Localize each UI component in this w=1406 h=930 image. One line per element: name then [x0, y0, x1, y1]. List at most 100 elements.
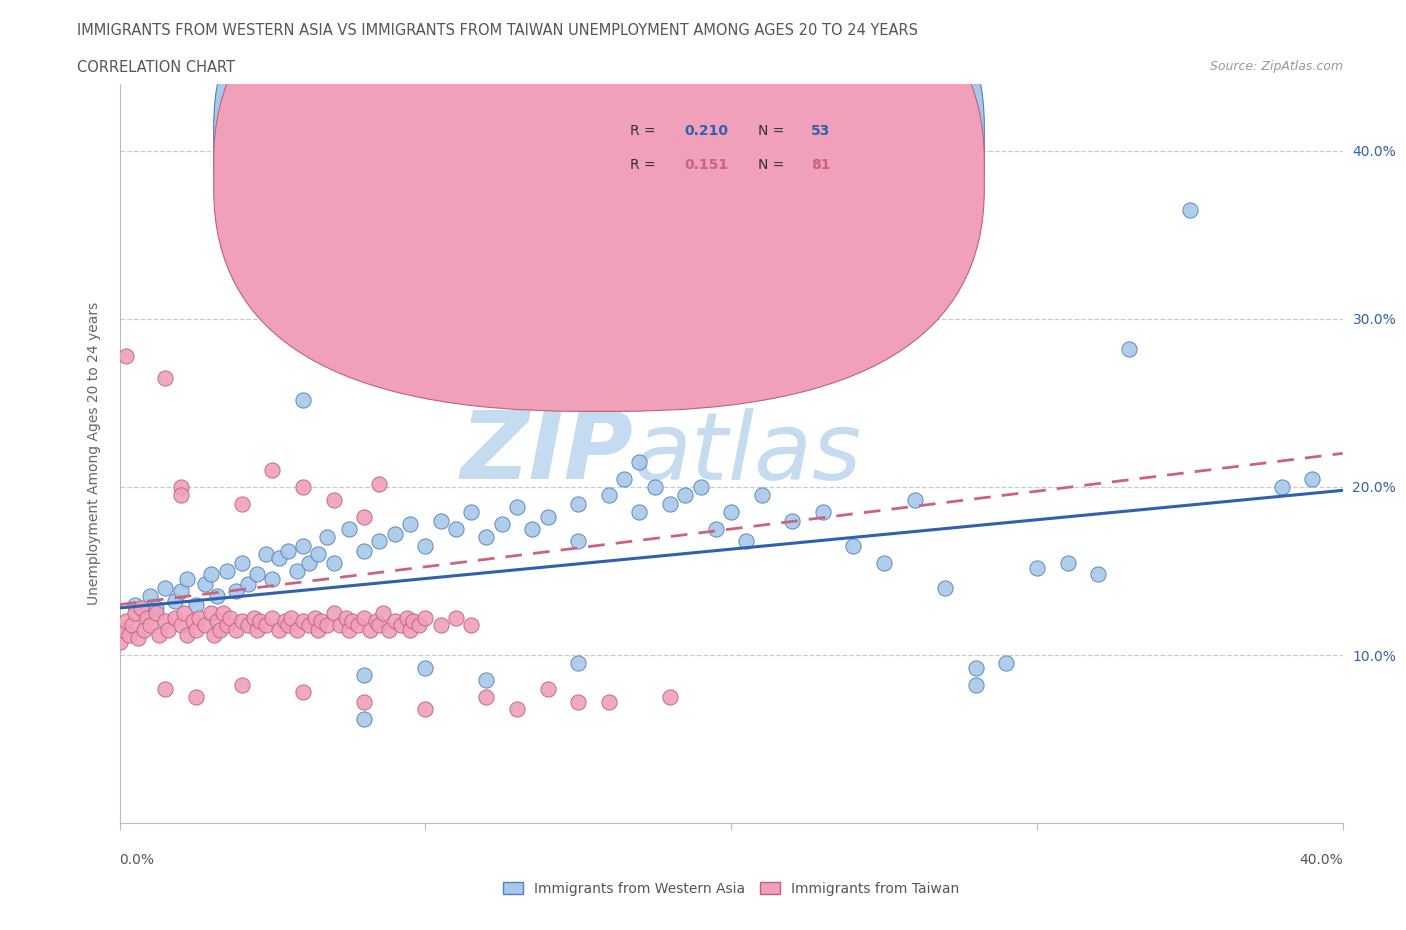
Point: [475, 530, 498, 545]
Point: [429, 618, 451, 632]
Point: [322, 493, 344, 508]
Point: [368, 618, 391, 632]
Point: [842, 538, 865, 553]
Point: [262, 463, 284, 478]
Point: [337, 622, 360, 637]
Point: [644, 480, 666, 495]
Point: [292, 684, 315, 699]
Point: [598, 695, 620, 710]
Point: [413, 611, 436, 626]
Point: [194, 577, 217, 591]
Point: [413, 538, 436, 553]
Point: [280, 611, 302, 626]
Point: [720, 362, 742, 377]
Point: [408, 618, 430, 632]
Point: [316, 530, 339, 545]
Point: [184, 622, 207, 637]
FancyBboxPatch shape: [214, 0, 984, 411]
Point: [720, 505, 742, 520]
Point: [389, 618, 412, 632]
Point: [395, 611, 418, 626]
Point: [218, 611, 240, 626]
Text: 0.0%: 0.0%: [120, 853, 155, 868]
Point: [307, 622, 329, 637]
Point: [322, 555, 344, 570]
Point: [322, 605, 344, 620]
Point: [108, 634, 131, 649]
Point: [292, 392, 315, 407]
Point: [377, 622, 399, 637]
Point: [329, 618, 352, 632]
Point: [176, 628, 198, 643]
Point: [231, 614, 253, 629]
Point: [735, 533, 758, 548]
Point: [353, 510, 375, 525]
Point: [225, 584, 247, 599]
Point: [169, 584, 191, 599]
Point: [873, 555, 896, 570]
Point: [207, 589, 229, 604]
Point: [145, 601, 167, 616]
Point: [316, 618, 339, 632]
Point: [368, 533, 391, 548]
Text: Source: ZipAtlas.com: Source: ZipAtlas.com: [1209, 60, 1343, 73]
Point: [567, 656, 589, 671]
Point: [567, 533, 589, 548]
Point: [207, 614, 229, 629]
Point: [121, 618, 143, 632]
Text: 40.0%: 40.0%: [1299, 853, 1343, 868]
Point: [267, 622, 290, 637]
Point: [181, 614, 204, 629]
Point: [202, 628, 225, 643]
Point: [212, 605, 235, 620]
Point: [689, 480, 711, 495]
Point: [139, 589, 162, 604]
Text: IMMIGRANTS FROM WESTERN ASIA VS IMMIGRANTS FROM TAIWAN UNEMPLOYMENT AMONG AGES 2: IMMIGRANTS FROM WESTERN ASIA VS IMMIGRAN…: [77, 23, 918, 38]
Point: [155, 370, 177, 385]
Legend: Immigrants from Western Asia, Immigrants from Taiwan: Immigrants from Western Asia, Immigrants…: [496, 876, 966, 901]
Point: [995, 656, 1018, 671]
Point: [904, 493, 927, 508]
Point: [429, 513, 451, 528]
Point: [1056, 555, 1078, 570]
Text: 0.210: 0.210: [685, 125, 728, 139]
Point: [782, 513, 804, 528]
Point: [139, 618, 162, 632]
Point: [506, 499, 529, 514]
Point: [254, 618, 277, 632]
Text: ZIP: ZIP: [460, 407, 633, 499]
Point: [118, 628, 141, 643]
Point: [132, 605, 155, 620]
Point: [124, 605, 146, 620]
Point: [215, 564, 238, 578]
Point: [673, 320, 696, 335]
Point: [1118, 341, 1140, 356]
Point: [163, 594, 186, 609]
Point: [1362, 211, 1385, 226]
Point: [304, 611, 326, 626]
Point: [628, 505, 651, 520]
Point: [475, 672, 498, 687]
Point: [384, 614, 406, 629]
Text: CORRELATION CHART: CORRELATION CHART: [77, 60, 235, 75]
Point: [628, 455, 651, 470]
Point: [384, 526, 406, 541]
Point: [413, 661, 436, 676]
Point: [307, 547, 329, 562]
Point: [127, 631, 149, 645]
Point: [366, 614, 388, 629]
Point: [353, 695, 375, 710]
Point: [506, 701, 529, 716]
Point: [155, 580, 177, 595]
Point: [659, 689, 682, 704]
Point: [402, 614, 425, 629]
Point: [188, 611, 211, 626]
Point: [353, 611, 375, 626]
Point: [155, 681, 177, 696]
FancyBboxPatch shape: [560, 97, 903, 189]
Point: [298, 555, 321, 570]
Point: [335, 611, 357, 626]
Point: [537, 681, 560, 696]
Point: [285, 622, 308, 637]
Point: [209, 622, 232, 637]
